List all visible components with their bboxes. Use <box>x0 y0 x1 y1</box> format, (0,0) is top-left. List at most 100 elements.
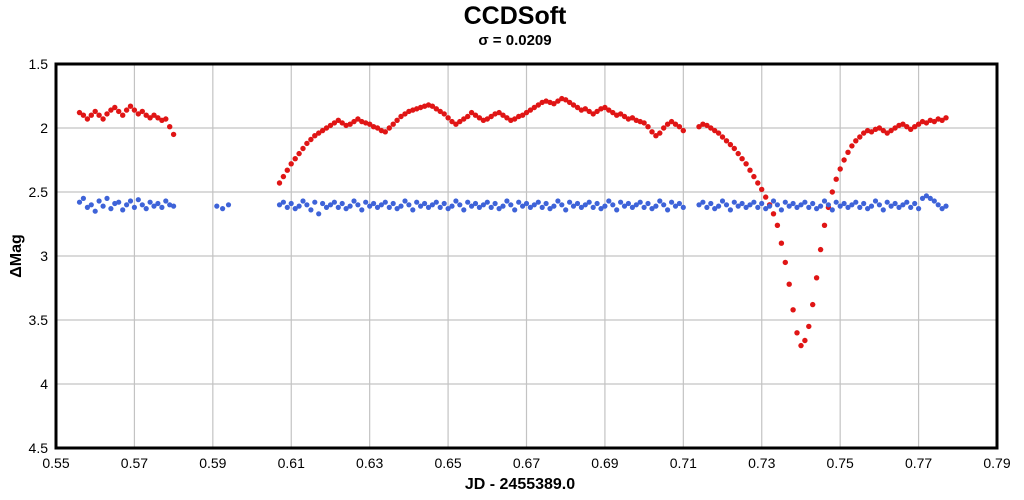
data-point <box>904 124 910 130</box>
data-point <box>488 113 494 120</box>
data-point <box>676 200 683 207</box>
data-point <box>355 202 361 208</box>
data-point <box>649 206 655 212</box>
data-point <box>806 204 812 210</box>
data-point <box>151 203 157 209</box>
data-point <box>763 194 769 200</box>
data-point <box>402 198 408 204</box>
data-point <box>453 198 459 204</box>
data-point <box>884 130 890 136</box>
data-point <box>723 138 730 144</box>
data-point <box>888 127 894 134</box>
data-point <box>767 203 773 209</box>
y-tick-label: 4 <box>40 376 48 392</box>
data-point <box>414 199 420 205</box>
data-point <box>378 202 384 208</box>
data-point <box>900 202 906 208</box>
data-point <box>398 113 404 120</box>
data-point <box>708 125 714 131</box>
data-point <box>327 122 334 129</box>
data-point <box>802 337 808 344</box>
data-point <box>563 97 569 103</box>
data-point <box>508 202 514 208</box>
data-point <box>280 173 287 180</box>
data-point <box>135 197 141 203</box>
data-point <box>539 204 545 210</box>
data-point <box>312 199 318 205</box>
data-point <box>704 122 710 129</box>
data-point <box>727 141 734 148</box>
data-point <box>520 203 526 209</box>
gridlines-group <box>56 64 997 448</box>
data-point <box>461 207 467 213</box>
data-point <box>410 207 416 213</box>
y-tick-label: 4.5 <box>29 440 49 456</box>
data-point <box>555 98 561 104</box>
data-point <box>171 203 177 209</box>
data-point <box>923 120 930 126</box>
data-point <box>429 103 436 109</box>
y-axis-label: ΔMag <box>8 234 25 278</box>
data-point <box>876 202 883 208</box>
data-point <box>519 112 526 118</box>
data-point <box>343 206 349 212</box>
data-point <box>912 200 918 207</box>
data-point <box>390 200 396 207</box>
data-point <box>872 198 879 204</box>
data-point <box>523 109 530 116</box>
data-point <box>912 124 918 130</box>
data-point <box>143 206 149 212</box>
data-point <box>814 206 820 212</box>
data-point <box>449 118 455 125</box>
data-point <box>402 111 408 117</box>
data-point <box>284 167 290 173</box>
data-point <box>880 207 886 213</box>
data-point <box>641 204 647 210</box>
data-point <box>331 199 337 205</box>
data-point <box>433 106 439 112</box>
data-point <box>163 198 169 204</box>
data-point <box>853 199 859 205</box>
data-point <box>661 202 667 208</box>
data-point <box>837 166 843 172</box>
data-point <box>770 198 777 204</box>
data-point <box>672 203 679 209</box>
data-point <box>116 108 122 115</box>
data-point <box>884 199 890 205</box>
data-point <box>810 301 816 308</box>
data-point <box>904 199 910 205</box>
data-point <box>590 204 596 210</box>
data-point <box>841 157 847 163</box>
y-tick-label: 1.5 <box>29 56 49 72</box>
x-tick-label: 0.63 <box>356 455 383 471</box>
data-point <box>574 104 581 111</box>
data-point <box>382 129 388 135</box>
data-point <box>445 115 451 121</box>
data-point <box>645 200 651 207</box>
data-point <box>559 202 565 208</box>
data-point <box>696 202 702 208</box>
data-point <box>300 198 306 204</box>
data-point <box>112 104 118 111</box>
data-point <box>833 199 839 205</box>
x-tick-label: 0.59 <box>199 455 226 471</box>
data-point <box>810 200 816 207</box>
y-tick-label: 3.5 <box>29 312 49 328</box>
data-point <box>374 125 381 131</box>
blue-series <box>76 193 949 217</box>
data-point <box>476 115 483 121</box>
data-point <box>755 180 761 186</box>
data-point <box>759 186 765 193</box>
data-point <box>602 104 608 111</box>
data-point <box>469 203 475 209</box>
data-point <box>500 112 506 118</box>
data-point <box>147 115 153 121</box>
data-point <box>300 145 306 152</box>
data-point <box>853 138 859 144</box>
data-point <box>461 116 467 122</box>
data-point <box>80 112 87 118</box>
data-point <box>457 202 463 208</box>
x-tick-label: 0.61 <box>278 455 305 471</box>
data-point <box>100 203 106 209</box>
data-point <box>308 136 314 143</box>
